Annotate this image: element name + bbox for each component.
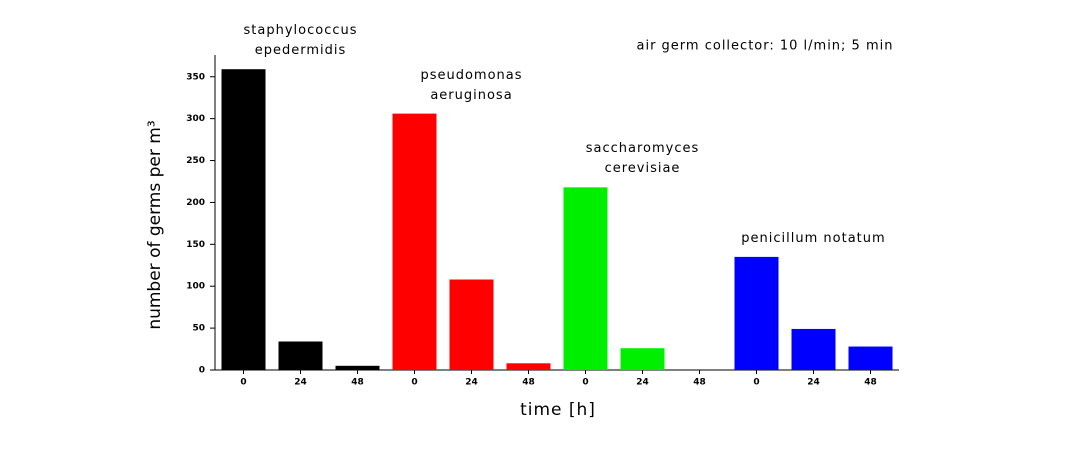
x-tick-label: 0 bbox=[753, 378, 759, 388]
bar bbox=[221, 69, 266, 370]
x-tick-label: 24 bbox=[294, 378, 307, 388]
x-tick-label: 0 bbox=[240, 378, 246, 388]
series-label: pseudomonas aeruginosa bbox=[420, 67, 523, 103]
bar bbox=[449, 279, 494, 370]
x-tick-label: 24 bbox=[807, 378, 820, 388]
bar bbox=[734, 256, 779, 370]
y-axis-title: number of germs per m³ bbox=[145, 120, 165, 329]
x-tick-label: 48 bbox=[693, 378, 706, 388]
bar bbox=[335, 365, 380, 370]
x-tick-label: 0 bbox=[582, 378, 588, 388]
bar bbox=[848, 346, 893, 370]
x-tick-label: 48 bbox=[351, 378, 364, 388]
y-tick-label: 150 bbox=[186, 240, 205, 250]
bar bbox=[506, 363, 551, 370]
x-tick-label: 24 bbox=[636, 378, 649, 388]
y-tick-label: 200 bbox=[186, 198, 205, 208]
y-tick-label: 250 bbox=[186, 156, 205, 166]
series-label: staphylococcus epedermidis bbox=[243, 23, 358, 59]
x-axis-title: time [h] bbox=[520, 400, 596, 420]
bar bbox=[791, 328, 836, 370]
annotation: air germ collector: 10 l/min; 5 min bbox=[637, 39, 894, 54]
y-tick-label: 300 bbox=[186, 114, 205, 124]
y-tick-label: 100 bbox=[186, 282, 205, 292]
x-tick-label: 24 bbox=[465, 378, 478, 388]
bar bbox=[392, 113, 437, 371]
x-tick-label: 0 bbox=[411, 378, 417, 388]
x-tick-label: 48 bbox=[864, 378, 877, 388]
bar bbox=[278, 341, 323, 370]
series-label: saccharomyces cerevisiae bbox=[585, 141, 700, 177]
y-tick-label: 0 bbox=[199, 366, 205, 376]
bar bbox=[563, 187, 608, 370]
y-tick-label: 50 bbox=[192, 324, 205, 334]
y-tick-label: 350 bbox=[186, 72, 205, 82]
series-label: penicillum notatum bbox=[741, 230, 886, 246]
x-tick-label: 48 bbox=[522, 378, 535, 388]
bar bbox=[620, 348, 665, 370]
